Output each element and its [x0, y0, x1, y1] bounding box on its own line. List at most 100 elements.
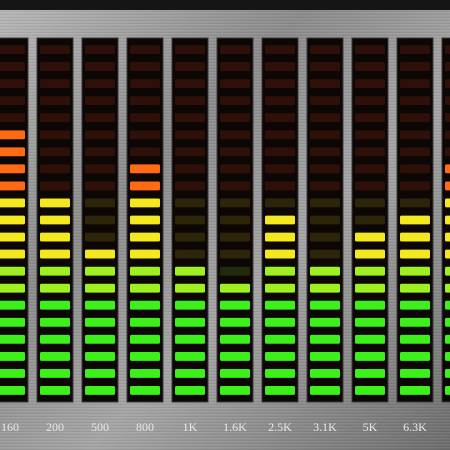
lit-segment	[130, 198, 160, 208]
lit-segment	[220, 351, 250, 361]
lit-segment	[0, 198, 25, 208]
unlit-segment	[355, 147, 385, 157]
unlit-segment	[310, 96, 340, 106]
lit-segment	[355, 386, 385, 395]
unlit-segment	[175, 215, 205, 225]
lit-segment	[445, 181, 450, 191]
lit-segment	[445, 198, 450, 208]
lit-segment	[265, 300, 295, 310]
lit-segment	[355, 300, 385, 310]
unlit-segment	[40, 45, 70, 54]
lit-segment	[175, 351, 205, 361]
unlit-segment	[400, 62, 430, 72]
unlit-segment	[310, 249, 340, 259]
band-label: 1.6K	[223, 420, 247, 434]
lit-segment	[130, 181, 160, 191]
unlit-segment	[220, 232, 250, 242]
level-bar	[85, 45, 115, 395]
band-label: 2.5K	[268, 420, 292, 434]
lit-segment	[40, 232, 70, 242]
lit-segment	[445, 334, 450, 344]
lit-segment	[265, 266, 295, 276]
level-bar	[175, 45, 205, 395]
unlit-segment	[85, 232, 115, 242]
unlit-segment	[130, 130, 160, 140]
unlit-segment	[355, 62, 385, 72]
lit-segment	[400, 249, 430, 259]
unlit-segment	[400, 96, 430, 106]
lit-segment	[130, 164, 160, 174]
unlit-segment	[445, 45, 450, 54]
unlit-segment	[265, 198, 295, 208]
lit-segment	[40, 386, 70, 395]
lit-segment	[40, 351, 70, 361]
unlit-segment	[220, 164, 250, 174]
lit-segment	[220, 300, 250, 310]
unlit-segment	[40, 79, 70, 89]
lit-segment	[85, 249, 115, 259]
unlit-segment	[130, 96, 160, 106]
unlit-segment	[85, 130, 115, 140]
unlit-segment	[355, 164, 385, 174]
unlit-segment	[40, 130, 70, 140]
band-label: 500	[91, 420, 109, 434]
unlit-segment	[175, 147, 205, 157]
unlit-segment	[175, 62, 205, 72]
lit-segment	[445, 300, 450, 310]
lit-segment	[265, 249, 295, 259]
unlit-segment	[40, 113, 70, 123]
lit-segment	[355, 368, 385, 378]
lit-segment	[85, 386, 115, 395]
lit-segment	[85, 368, 115, 378]
columns: 160 200 500 800 1K 1.6K 2.5K 3.1K 5K 6.3K	[0, 37, 450, 434]
unlit-segment	[175, 45, 205, 54]
lit-segment	[85, 283, 115, 293]
lit-segment	[175, 300, 205, 310]
band-label: 5K	[363, 420, 378, 434]
lit-segment	[175, 334, 205, 344]
unlit-segment	[355, 79, 385, 89]
unlit-segment	[175, 96, 205, 106]
level-bar	[400, 45, 430, 395]
unlit-segment	[0, 96, 25, 106]
unlit-segment	[130, 79, 160, 89]
lit-segment	[310, 266, 340, 276]
lit-segment	[220, 334, 250, 344]
unlit-segment	[310, 198, 340, 208]
unlit-segment	[175, 130, 205, 140]
unlit-segment	[220, 249, 250, 259]
lit-segment	[355, 317, 385, 327]
lit-segment	[130, 300, 160, 310]
lit-segment	[355, 249, 385, 259]
lit-segment	[310, 334, 340, 344]
unlit-segment	[85, 79, 115, 89]
lit-segment	[400, 283, 430, 293]
unlit-segment	[220, 147, 250, 157]
unlit-segment	[355, 130, 385, 140]
lit-segment	[445, 266, 450, 276]
lit-segment	[40, 317, 70, 327]
lit-segment	[265, 386, 295, 395]
lit-segment	[0, 368, 25, 378]
lit-segment	[130, 232, 160, 242]
unlit-segment	[310, 147, 340, 157]
unlit-segment	[445, 79, 450, 89]
band-label: 160	[1, 420, 19, 434]
unlit-segment	[220, 62, 250, 72]
unlit-segment	[400, 113, 430, 123]
unlit-segment	[0, 62, 25, 72]
unlit-segment	[400, 181, 430, 191]
lit-segment	[355, 266, 385, 276]
unlit-segment	[310, 164, 340, 174]
unlit-segment	[400, 198, 430, 208]
unlit-segment	[220, 79, 250, 89]
unlit-segment	[175, 113, 205, 123]
lit-segment	[265, 283, 295, 293]
lit-segment	[400, 215, 430, 225]
lit-segment	[0, 147, 25, 157]
lit-segment	[0, 351, 25, 361]
unlit-segment	[130, 62, 160, 72]
unlit-segment	[445, 130, 450, 140]
unlit-segment	[310, 181, 340, 191]
